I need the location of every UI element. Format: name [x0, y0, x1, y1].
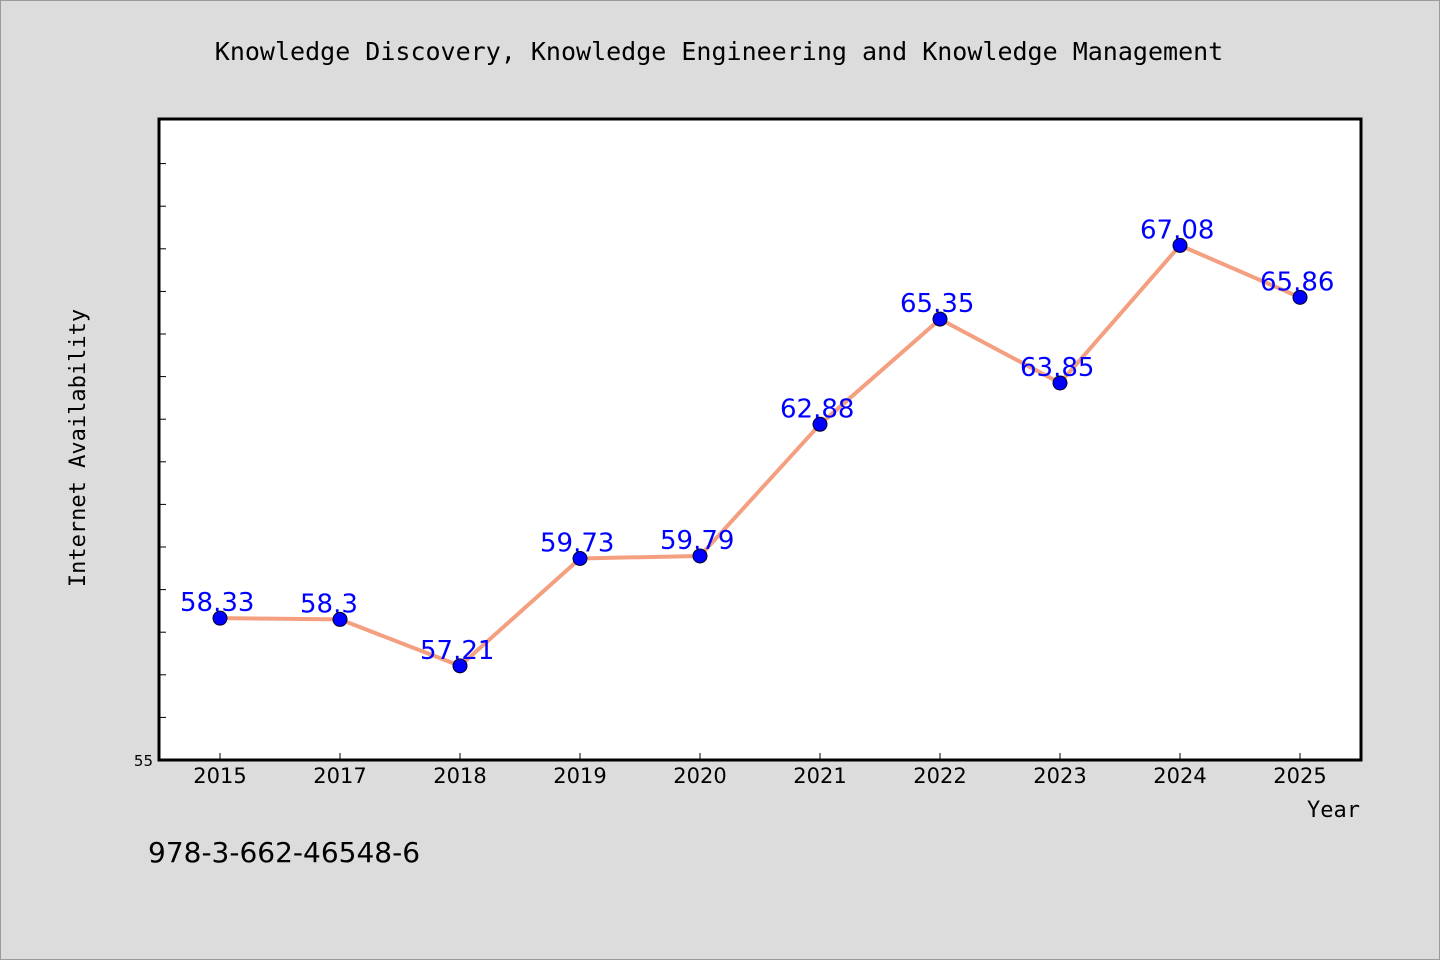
- data-label: 59.79: [660, 526, 734, 556]
- series-layer: [212, 237, 1308, 674]
- data-label: 57.21: [420, 636, 494, 666]
- data-point: [1052, 375, 1068, 391]
- footer-isbn: 978-3-662-46548-6: [148, 836, 420, 869]
- data-label: 62.88: [780, 394, 854, 424]
- data-point: [692, 548, 708, 564]
- x-tick-label: 2022: [913, 764, 966, 788]
- plot-area: [157, 117, 1363, 762]
- data-point: [572, 551, 588, 567]
- x-tick-label: 2021: [793, 764, 846, 788]
- data-point: [1292, 289, 1308, 305]
- x-axis-ticks: 2015 2017 2018 2019 2020 2021 2022 2023 2024 2025: [193, 753, 1327, 788]
- data-point: [212, 610, 228, 626]
- x-tick-label: 2019: [553, 764, 606, 788]
- x-tick-label: 2025: [1273, 764, 1326, 788]
- data-labels: 58.33 58.3 57.21 59.73 59.79 62.88 65.35 63.85 6…: [180, 215, 1334, 665]
- data-point: [1172, 237, 1188, 253]
- chart-title: Knowledge Discovery, Knowledge Engineeri…: [215, 37, 1223, 66]
- data-label: 58.3: [300, 589, 358, 619]
- x-tick-label: 2018: [433, 764, 486, 788]
- y-axis-ticks: [159, 163, 166, 718]
- data-label: 58.33: [180, 588, 254, 618]
- data-point: [332, 611, 348, 627]
- x-tick-label: 2020: [673, 764, 726, 788]
- series-line: [218, 243, 1302, 668]
- data-point: [452, 658, 468, 674]
- y-axis-label: Internet Availability: [66, 309, 91, 587]
- data-label: 65.86: [1260, 267, 1334, 297]
- x-tick-label: 2015: [193, 764, 246, 788]
- data-label: 65.35: [900, 289, 974, 319]
- x-tick-label: 2024: [1153, 764, 1206, 788]
- data-point: [812, 416, 828, 432]
- data-label: 67.08: [1140, 215, 1214, 245]
- y-tick-label-min: 55: [134, 752, 153, 770]
- x-tick-label: 2023: [1033, 764, 1086, 788]
- data-label: 59.73: [540, 529, 614, 559]
- x-axis-label: Year: [1307, 798, 1360, 823]
- data-point: [932, 311, 948, 327]
- data-label: 63.85: [1020, 353, 1094, 383]
- x-tick-label: 2017: [313, 764, 366, 788]
